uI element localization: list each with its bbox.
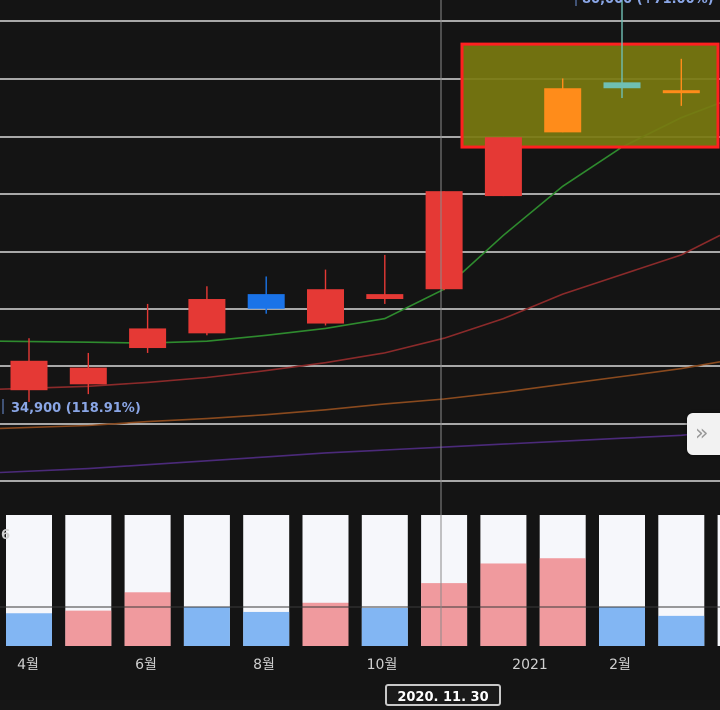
moving-average-line	[0, 234, 720, 390]
candle-body	[307, 289, 344, 324]
moving-average-line	[0, 430, 720, 474]
volume-axis-label: 6	[1, 528, 10, 543]
x-axis-label: 2021	[512, 657, 548, 673]
volume-bar	[124, 592, 171, 646]
crosshair-date-label: 2020. 11. 30	[385, 684, 501, 706]
volume-bar	[599, 606, 645, 646]
candle-body	[603, 82, 641, 89]
volume-bar	[421, 583, 468, 646]
candle-body	[247, 294, 285, 309]
highlight-box	[460, 42, 720, 149]
low-price-label: 34,900 (118.91%)	[11, 401, 141, 416]
volume-bar	[539, 558, 586, 646]
candle-body	[366, 294, 404, 300]
volume-bar	[243, 611, 290, 646]
candle-body	[484, 137, 522, 197]
candle-body	[425, 191, 463, 290]
volume-slot	[717, 515, 720, 646]
scroll-right-button[interactable]: »	[687, 413, 720, 455]
candle-body	[188, 299, 226, 334]
x-axis-label: 6월	[135, 657, 157, 673]
moving-average-line	[0, 361, 720, 430]
volume-bar	[658, 615, 705, 646]
candle-body	[129, 328, 167, 349]
volume-bar	[183, 606, 230, 646]
volume-bar	[65, 610, 112, 646]
candle-body	[544, 88, 582, 133]
volume-bar	[302, 602, 349, 646]
x-axis-label: 8월	[253, 657, 275, 673]
candle-body	[10, 360, 48, 391]
top-price-label: 80,000 (+71.00%)	[582, 0, 714, 7]
x-axis-label: 10월	[367, 657, 398, 673]
candle-body	[69, 367, 107, 385]
volume-bar	[6, 613, 52, 646]
candle-body	[662, 90, 700, 94]
x-axis-label: 2월	[609, 657, 631, 673]
x-axis-label: 4월	[17, 657, 39, 673]
volume-bar	[480, 563, 527, 646]
volume-bar	[361, 608, 408, 646]
